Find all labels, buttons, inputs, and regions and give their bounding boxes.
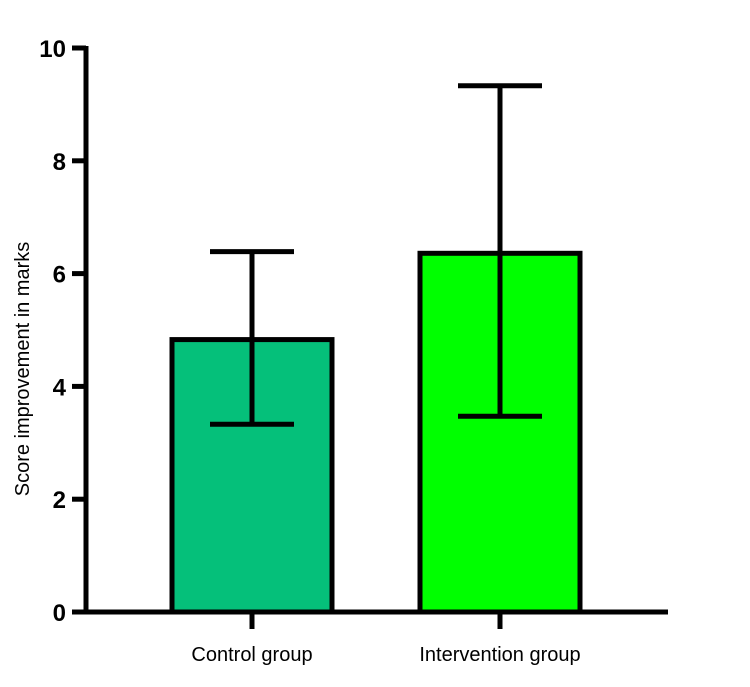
- x-tick-label: Control group: [191, 644, 312, 666]
- y-tick-label: 0: [53, 600, 66, 627]
- bars: [169, 250, 583, 615]
- y-tick-label: 8: [53, 149, 66, 176]
- y-tick-label: 6: [53, 262, 66, 289]
- y-axis-title: Score improvement in marks: [12, 242, 34, 497]
- x-tick-label: Intervention group: [419, 644, 580, 666]
- y-tick-label: 2: [53, 487, 66, 514]
- error-bars: [210, 83, 542, 427]
- y-axis-ticks: 0 2 4 6 8 10: [39, 36, 86, 627]
- x-axis-ticks: Control group Intervention group: [191, 612, 581, 666]
- y-tick-label: 4: [53, 374, 67, 401]
- y-tick-label: 10: [39, 36, 66, 63]
